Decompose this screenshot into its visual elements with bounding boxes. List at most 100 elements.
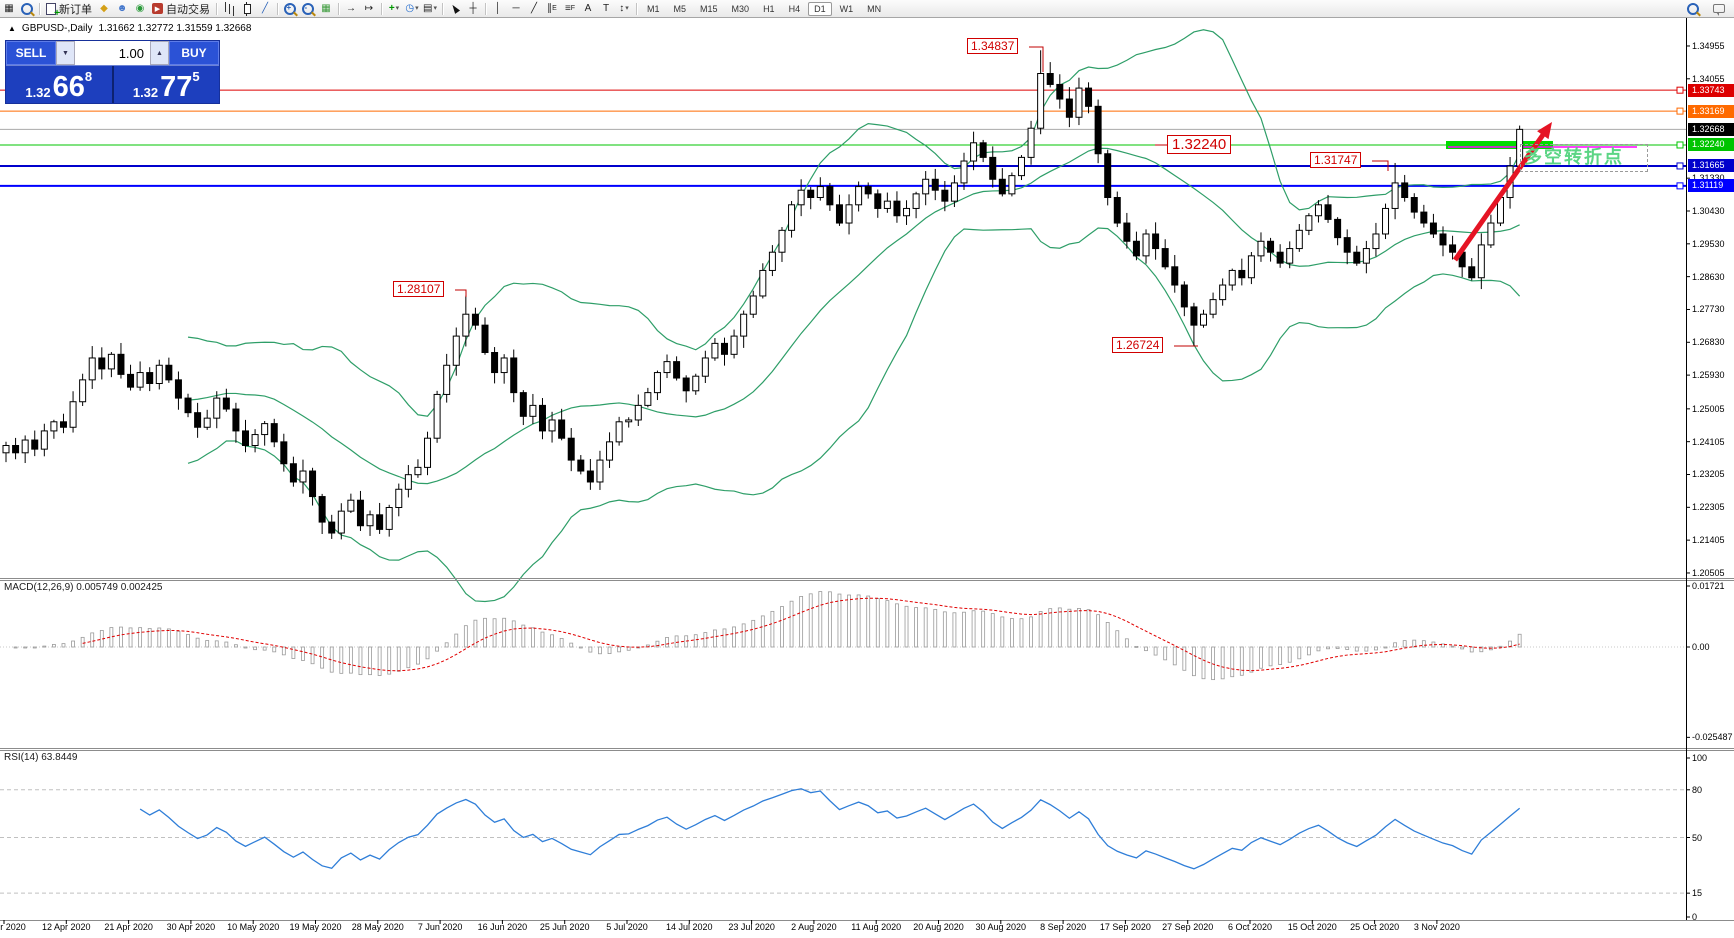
fibonacci-icon[interactable]: ≡ F — [564, 3, 576, 14]
data-window-icon[interactable] — [19, 1, 35, 16]
macd-bar — [214, 640, 219, 648]
timeframe-M15[interactable]: M15 — [700, 3, 718, 14]
timeframe-H1[interactable]: H1 — [763, 3, 775, 14]
volume-decrease-button[interactable]: ▼ — [56, 41, 75, 65]
macd-bar — [799, 596, 804, 648]
cursor-icon[interactable] — [447, 1, 463, 16]
timeframe-W1[interactable]: W1 — [839, 3, 854, 14]
hlines-layer — [0, 89, 1686, 648]
candle-body — [1171, 266, 1179, 286]
indicators-icon[interactable]: + ▾ — [388, 3, 400, 14]
macd-bar — [157, 627, 162, 648]
horizontal-line-icon[interactable]: ─ — [512, 3, 520, 14]
price-tick: 1.25930 — [1692, 370, 1725, 381]
macd-bar — [1239, 646, 1244, 676]
price-annotation[interactable]: 1.34837 — [967, 38, 1019, 54]
chart-window-icon[interactable]: ▦ — [4, 3, 14, 14]
tile-windows-icon[interactable]: ▦ — [321, 3, 331, 14]
autotrading-button[interactable]: ▶ 自动交易 — [149, 1, 213, 17]
timeframe-H4[interactable]: H4 — [788, 3, 801, 14]
panel-collapse-icon[interactable]: ▲ — [8, 24, 16, 33]
candle-body — [960, 160, 968, 184]
candle-body — [366, 514, 374, 527]
sell-price-base: 1.32 — [25, 85, 51, 100]
new-order-button[interactable]: 新订单 — [43, 1, 95, 19]
macd-bar — [895, 603, 899, 648]
price-annotation[interactable]: 1.31747 — [1310, 152, 1362, 168]
buy-price-big: 77 — [160, 71, 193, 103]
date-tick-label: 30 Aug 2020 — [975, 922, 1027, 932]
macd-bar — [301, 646, 305, 661]
macd-bar — [1421, 640, 1426, 648]
timeframe-D1[interactable]: D1 — [808, 1, 832, 16]
macd-bar — [1287, 646, 1292, 663]
candle-body — [768, 251, 776, 271]
channel-icon[interactable]: ∥ E — [547, 3, 557, 14]
timeframe-M5[interactable]: M5 — [673, 3, 687, 14]
macd-bar — [990, 613, 995, 648]
sell-price[interactable]: 1.32 66 8 — [6, 66, 114, 103]
auto-scroll-icon[interactable]: → — [346, 3, 356, 14]
trendline-icon[interactable]: ╱ — [530, 3, 538, 14]
chart-shift-icon[interactable]: ↦ — [364, 3, 374, 14]
volume-input[interactable] — [75, 41, 150, 65]
date-tick-label: 11 Aug 2020 — [851, 922, 902, 932]
price-annotation[interactable]: 1.26724 — [1112, 337, 1164, 353]
bar-chart-mode-icon[interactable] — [221, 1, 237, 16]
deposit-icon[interactable]: ◆ — [100, 3, 108, 14]
search-icon[interactable] — [1685, 1, 1701, 16]
arrows-icon[interactable]: ↕ ▾ — [619, 3, 629, 14]
timeframe-MN[interactable]: MN — [867, 3, 882, 14]
toolbar-separator — [39, 2, 40, 15]
macd-bar — [348, 646, 353, 674]
price-tick: 1.21405 — [1692, 535, 1725, 546]
text-label-icon[interactable]: T — [602, 3, 610, 14]
buy-price[interactable]: 1.32 77 5 — [114, 66, 220, 103]
templates-icon[interactable]: ▤ ▾ — [423, 3, 437, 14]
macd-bar — [444, 642, 449, 648]
crosshair-icon[interactable]: ┼ — [469, 3, 477, 14]
chinese-note[interactable]: 多空转折点 — [1520, 144, 1648, 172]
candle-body — [577, 459, 585, 472]
line-chart-mode-icon[interactable]: ╱ — [261, 3, 269, 14]
hline-endpoint-marker — [1676, 107, 1684, 115]
candle-body — [1429, 222, 1437, 235]
price-tick: 1.20505 — [1692, 567, 1725, 578]
zoom-in-icon[interactable]: + — [282, 1, 298, 16]
candle-body — [1037, 73, 1045, 129]
candle-body — [989, 156, 997, 180]
candle-body — [1257, 240, 1265, 257]
macd-bar — [138, 627, 143, 648]
zoom-out-icon[interactable]: - — [300, 1, 316, 16]
candle-body — [1104, 153, 1112, 199]
sell-button[interactable]: SELL — [6, 41, 56, 65]
text-icon[interactable]: A — [584, 3, 592, 14]
chat-icon[interactable] — [1711, 1, 1727, 16]
candle-body — [701, 357, 709, 377]
candle-body — [807, 189, 815, 199]
timeframe-M30[interactable]: M30 — [731, 3, 750, 14]
vertical-line-icon[interactable]: │ — [494, 3, 502, 14]
buy-button[interactable]: BUY — [169, 41, 219, 65]
candle-body — [404, 474, 412, 490]
macd-bar — [1297, 646, 1302, 660]
price-annotation[interactable]: 1.28107 — [393, 281, 445, 297]
date-axis[interactable]: 3 Apr 2020 12 Apr 2020 21 Apr 2020 30 Apr 2… — [0, 922, 1686, 936]
candle-body — [222, 397, 230, 410]
autotrading-icon: ▶ — [152, 3, 163, 14]
price-annotation[interactable]: 1.32240 — [1167, 135, 1232, 154]
macd-bar — [1086, 609, 1091, 648]
macd-bar — [617, 646, 622, 653]
price-tick: 1.28630 — [1692, 271, 1725, 282]
timeframe-M1[interactable]: M1 — [647, 3, 660, 14]
periods-icon[interactable]: ◷ ▾ — [405, 3, 419, 14]
candle-body — [117, 353, 125, 375]
candle-body — [883, 200, 891, 209]
candlestick-mode-icon[interactable] — [239, 1, 255, 16]
candle-body — [615, 421, 623, 443]
signals-icon[interactable]: ◉ — [135, 3, 145, 14]
volume-increase-button[interactable]: ▲ — [150, 41, 169, 65]
community-icon[interactable]: ☻ — [116, 3, 128, 14]
candle-body — [270, 423, 278, 443]
